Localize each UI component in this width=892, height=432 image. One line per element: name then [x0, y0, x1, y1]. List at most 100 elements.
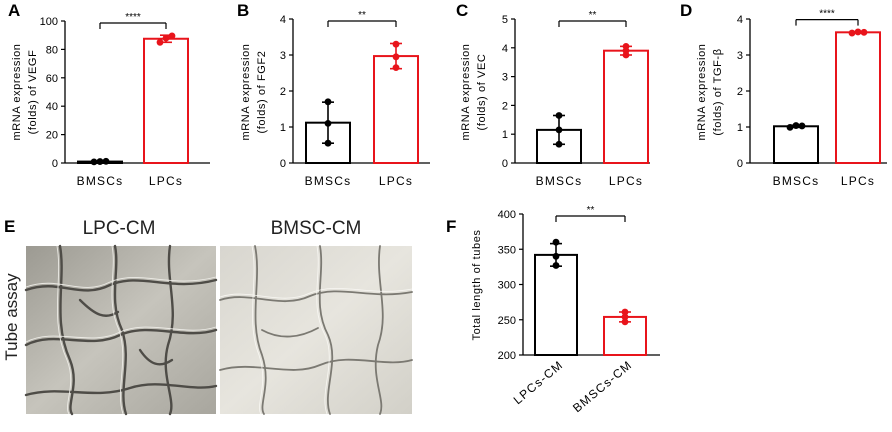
- bar-c: [603, 49, 649, 164]
- ylabel-c-line1: mRNA expression: [460, 43, 472, 140]
- y-tick-label-c: 2: [502, 100, 508, 112]
- y-tick-label-d: 0: [737, 158, 743, 170]
- y-tick-label-f: 300: [498, 280, 516, 292]
- category-label-c: BMSCs: [536, 174, 583, 188]
- data-point-a: [162, 34, 170, 42]
- y-tick-label-f: 250: [498, 315, 516, 327]
- image-title-lpc-cm: LPC-CM: [83, 218, 156, 239]
- ylabel-a-line2: (folds) of VEGF: [27, 50, 39, 135]
- y-tick-label-f: 200: [498, 350, 516, 362]
- data-point-d: [792, 122, 800, 129]
- significance-f: **: [587, 205, 595, 216]
- y-tick-label-f: 400: [498, 209, 516, 221]
- data-point-c: [555, 112, 563, 119]
- data-point-a: [96, 158, 104, 165]
- category-label-d: BMSCs: [773, 174, 820, 188]
- y-tick-label-d: 4: [737, 14, 743, 26]
- category-label-a: BMSCs: [77, 174, 124, 188]
- ylabel-c-line2: (folds) of VEC: [476, 54, 488, 131]
- data-point-d: [798, 122, 806, 130]
- data-point-b: [324, 120, 332, 127]
- data-point-b: [392, 53, 400, 61]
- significance-a: ****: [125, 12, 141, 23]
- panel-label-c: C: [456, 1, 468, 20]
- panel-label-a: A: [8, 1, 20, 20]
- y-tick-label-a: 20: [46, 130, 58, 142]
- data-point-c: [555, 140, 563, 148]
- significance-c: **: [589, 10, 597, 21]
- data-point-b: [324, 139, 332, 147]
- data-point-d: [848, 29, 856, 37]
- y-tick-label-c: 4: [502, 43, 508, 55]
- significance-b: **: [358, 10, 366, 21]
- ylabel-c: mRNA expression (folds) of VEC: [460, 43, 488, 140]
- bar-b: [373, 55, 419, 164]
- category-label-f: BMSCs-CM: [570, 358, 635, 416]
- category-label-f: LPCs-CM: [511, 358, 566, 408]
- y-tick-label-d: 3: [737, 50, 743, 62]
- ylabel-b: mRNA expression (folds) of FGF2: [240, 43, 268, 140]
- ylabel-b-line1: mRNA expression: [240, 43, 252, 140]
- data-point-d: [786, 123, 794, 131]
- y-tick-label-d: 1: [737, 122, 743, 134]
- data-point-d: [860, 28, 868, 36]
- y-tick-label-b: 3: [280, 50, 286, 62]
- significance-d: ****: [819, 9, 835, 20]
- category-label-b: BMSCs: [305, 174, 352, 188]
- y-tick-label-a: 60: [46, 73, 58, 85]
- data-point-f: [552, 252, 560, 260]
- micrograph-lpc-cm: [24, 244, 218, 416]
- y-tick-label-b: 4: [280, 14, 286, 26]
- data-point-c: [555, 126, 563, 134]
- ylabel-a-line1: mRNA expression: [11, 43, 23, 140]
- data-point-a: [156, 38, 164, 46]
- data-point-a: [168, 32, 176, 40]
- y-tick-label-d: 2: [737, 86, 743, 98]
- category-label-a: LPCs: [149, 174, 183, 188]
- panel-label-f: F: [446, 217, 456, 236]
- bar-f: [534, 253, 578, 356]
- ylabel-b-line2: (folds) of FGF2: [256, 51, 268, 134]
- y-tick-label-a: 100: [40, 16, 58, 28]
- ylabel-d: mRNA expression (folds) of TGF-β: [696, 43, 724, 140]
- y-tick-label-f: 350: [498, 244, 516, 256]
- data-point-b: [392, 40, 400, 48]
- y-tick-label-a: 80: [46, 44, 58, 56]
- data-point-f: [621, 313, 629, 321]
- panel-label-e: E: [4, 217, 15, 236]
- tube-assay-label: Tube assay: [2, 273, 21, 361]
- y-tick-label-c: 1: [502, 129, 508, 141]
- data-point-f: [552, 238, 560, 246]
- y-tick-label-c: 3: [502, 72, 508, 84]
- data-point-a: [90, 158, 98, 166]
- ylabel-f: Total length of tubes: [471, 229, 483, 340]
- ylabel-a: mRNA expression (folds) of VEGF: [11, 43, 39, 140]
- bar-d: [835, 31, 881, 164]
- data-point-b: [392, 64, 400, 71]
- y-tick-label-c: 0: [502, 158, 508, 170]
- ylabel-d-line2: (folds) of TGF-β: [712, 48, 724, 135]
- micrograph-bmsc-cm: [219, 245, 413, 415]
- image-title-bmsc-cm: BMSC-CM: [271, 218, 362, 239]
- category-label-b: LPCs: [379, 174, 413, 188]
- data-point-f: [552, 262, 560, 269]
- data-point-f: [621, 318, 629, 326]
- y-tick-label-b: 0: [280, 158, 286, 170]
- ylabel-d-line1: mRNA expression: [696, 43, 708, 140]
- y-tick-label-c: 5: [502, 14, 508, 26]
- category-label-c: LPCs: [609, 174, 643, 188]
- data-point-d: [854, 28, 862, 36]
- bar-a: [143, 37, 189, 164]
- y-tick-label-b: 2: [280, 86, 286, 98]
- data-point-a: [102, 157, 110, 165]
- data-point-c: [622, 47, 630, 55]
- y-tick-label-a: 40: [46, 101, 58, 113]
- panel-label-b: B: [237, 1, 249, 20]
- data-point-f: [621, 308, 629, 316]
- panel-label-d: D: [680, 1, 692, 20]
- data-point-b: [324, 98, 332, 106]
- category-label-d: LPCs: [841, 174, 875, 188]
- y-tick-label-a: 0: [52, 158, 58, 170]
- bar-d: [773, 125, 819, 164]
